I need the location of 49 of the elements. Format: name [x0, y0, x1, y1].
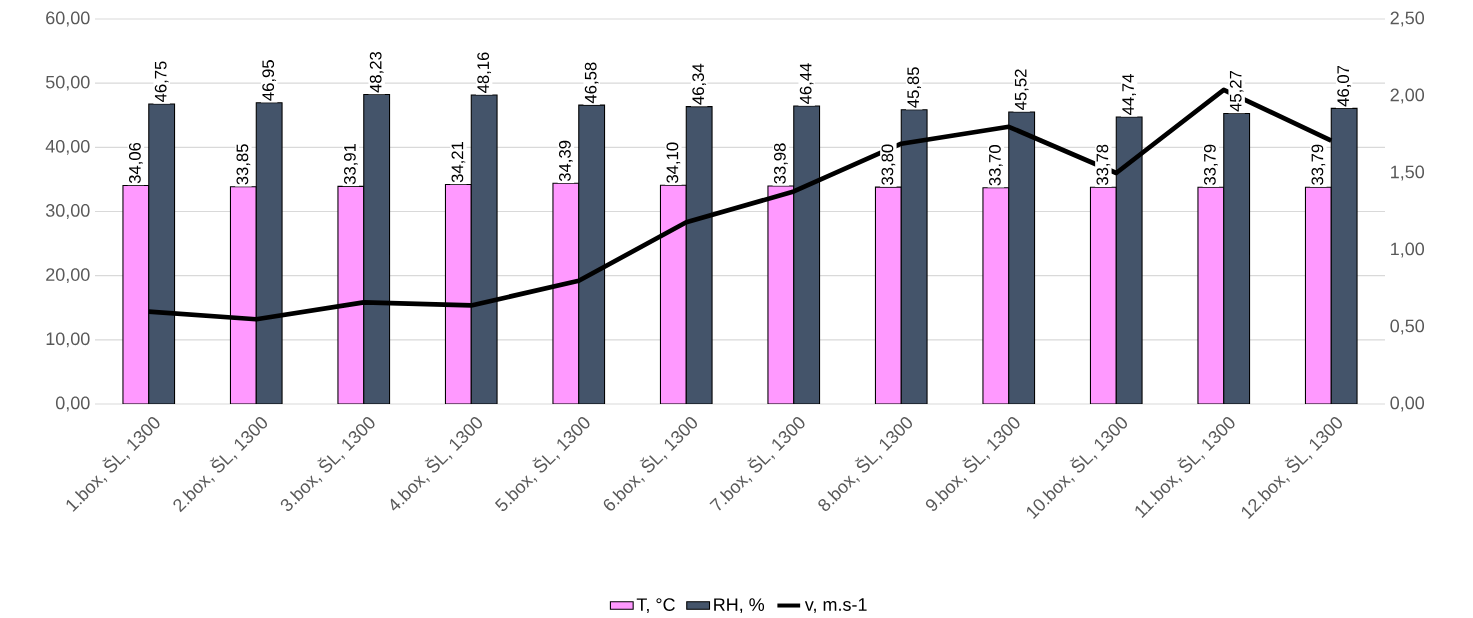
y2-tick-label: 0,50 [1390, 319, 1425, 335]
y-tick-label: 40,00 [45, 139, 90, 155]
y-tick-label: 20,00 [46, 268, 90, 284]
bar [767, 185, 795, 404]
legend-label: RH, % [714, 598, 765, 614]
y-tick-label: 30,00 [45, 204, 90, 219]
data-label: 33,80 [881, 144, 896, 185]
data-label: 34,06 [128, 142, 143, 184]
y-tick-label: 10,00 [46, 332, 90, 348]
bar [874, 186, 902, 404]
y2-tick-label: 1,50 [1391, 165, 1425, 181]
data-label: 33,79 [1311, 144, 1326, 185]
data-label: 48,16 [477, 52, 492, 93]
data-label: 34,10 [666, 142, 681, 183]
y-tick-label: 60,00 [46, 11, 90, 27]
data-label: 33,78 [1096, 144, 1111, 185]
data-label: 46,34 [692, 63, 707, 105]
data-label: 46,95 [262, 60, 277, 101]
bar [1197, 186, 1225, 404]
data-label: 46,44 [799, 63, 814, 104]
bar [1089, 186, 1117, 404]
data-label: 33,91 [343, 143, 358, 185]
data-label: 48,23 [369, 51, 384, 93]
legend-label: v, m.s-1 [804, 598, 867, 613]
data-label: 33,85 [236, 144, 251, 185]
y2-tick-label: 0,00 [1390, 396, 1425, 412]
y2-tick-label: 2,50 [1390, 11, 1425, 27]
data-label: 46,07 [1337, 65, 1352, 107]
bar [337, 185, 365, 404]
data-label: 46,58 [584, 62, 599, 104]
data-label: 33,98 [773, 143, 788, 184]
data-label: 45,27 [1229, 70, 1244, 112]
data-label: 44,74 [1122, 74, 1136, 115]
bar [122, 184, 150, 404]
legend-label: T, °C [636, 598, 675, 614]
y2-tick-label: 1,00 [1391, 242, 1425, 258]
data-label: 45,52 [1014, 69, 1029, 110]
y-tick-label: 50,00 [45, 75, 90, 91]
y-tick-label: 0,00 [55, 396, 90, 412]
y2-tick-label: 2,00 [1390, 88, 1425, 104]
data-label: 34,39 [558, 140, 573, 182]
data-label: 33,79 [1203, 144, 1218, 185]
bar [1304, 186, 1332, 404]
bar [982, 187, 1010, 404]
data-label: 34,21 [451, 141, 466, 183]
data-label: 45,85 [907, 67, 922, 108]
data-label: 46,75 [154, 61, 169, 102]
data-label: 33,70 [988, 145, 1003, 186]
bar [229, 186, 257, 404]
